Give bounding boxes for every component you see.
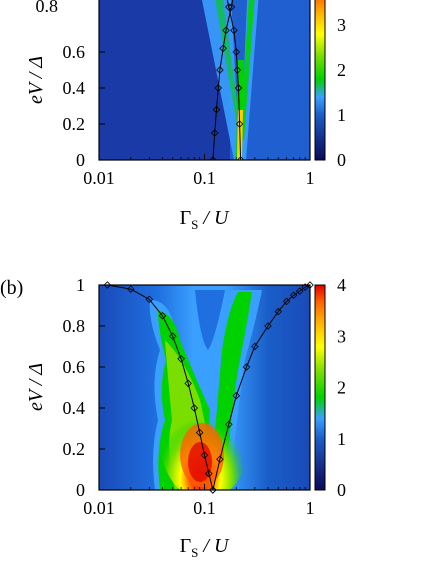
panel-a-series-group xyxy=(209,0,245,160)
data-point xyxy=(227,3,236,11)
data-point xyxy=(234,84,243,92)
colorbar-tick-label: 0 xyxy=(337,480,346,500)
panel-a-ytick-partial: 0.8 xyxy=(36,0,59,16)
data-point xyxy=(168,332,177,341)
data-point xyxy=(230,26,238,35)
data-point xyxy=(232,391,241,400)
colorbar-tick-label: 4 xyxy=(337,275,346,295)
data-point xyxy=(158,311,167,320)
data-point xyxy=(225,3,233,11)
data-point xyxy=(235,120,244,128)
data-point xyxy=(214,84,223,92)
y-tick-label: 0 xyxy=(76,480,85,500)
panel-a-y-ticks: 0 0.2 0.4 0.6 xyxy=(63,42,105,170)
x-tick-label: 0.01 xyxy=(83,498,115,518)
series-line xyxy=(226,0,242,160)
panel-b-y-ticks: 0 0.2 0.4 0.6 0.8 1 xyxy=(63,275,105,500)
data-point xyxy=(242,363,251,371)
y-tick-label: 0.8 xyxy=(63,316,86,336)
y-tick-label: 0.6 xyxy=(63,357,86,377)
data-point xyxy=(200,451,209,459)
colorbar-tick-label: 2 xyxy=(337,378,346,398)
y-tick-label: 0.2 xyxy=(63,439,86,459)
data-point xyxy=(216,66,224,74)
panel-a-ylabel: eV / Δ xyxy=(25,56,47,104)
colorbar-tick-label: 0 xyxy=(337,150,346,170)
x-tick-label: 0.1 xyxy=(193,168,216,188)
data-point xyxy=(274,307,283,316)
panel-b: (b) 0 0.2 0.4 0.6 0.8 1 0.01 0.1 1 0 1 2 3 4 eV / Δ xyxy=(0,275,346,560)
data-point xyxy=(209,486,217,494)
panel-a: 0 0.2 0.4 0.6 0.01 0.1 1 0 1 2 3 eV / Δ ΓS / U 0… xyxy=(25,0,346,232)
data-point xyxy=(289,291,298,300)
y-tick-label: 0 xyxy=(76,150,85,170)
x-tick-label: 0.01 xyxy=(83,168,115,188)
colorbar-tick-label: 3 xyxy=(337,326,346,346)
panel-b-label: (b) xyxy=(0,277,23,299)
colorbar-tick-label: 3 xyxy=(337,15,346,35)
panel-b-heatmap xyxy=(99,285,310,490)
data-point xyxy=(264,322,272,330)
panel-a-colorbar-frame xyxy=(314,0,326,161)
data-point xyxy=(126,285,135,293)
panel-b-colorbar-frame xyxy=(314,284,326,491)
data-point xyxy=(210,129,219,137)
data-point xyxy=(232,48,241,56)
data-point xyxy=(190,404,199,412)
panel-a-colorbar-ticks: 0 1 2 3 xyxy=(337,15,346,170)
y-tick-label: 0.4 xyxy=(63,398,86,418)
data-point xyxy=(233,66,242,74)
series-line xyxy=(107,284,214,491)
data-point xyxy=(236,156,245,160)
data-point xyxy=(282,297,291,306)
panel-a-colorbar xyxy=(315,0,325,160)
panel-b-colorbar xyxy=(315,285,325,490)
data-point xyxy=(184,379,192,388)
y-tick-label: 1 xyxy=(76,275,85,295)
colorbar-tick-label: 1 xyxy=(337,429,346,449)
y-tick-label: 0.4 xyxy=(63,78,86,98)
data-point xyxy=(222,26,230,35)
panel-b-colorbar-ticks: 0 1 2 3 4 xyxy=(337,275,346,500)
x-tick-label: 1 xyxy=(306,168,315,188)
data-point xyxy=(296,287,304,295)
x-tick-label: 1 xyxy=(306,498,315,518)
series-line xyxy=(212,284,311,491)
data-point xyxy=(225,420,233,429)
y-tick-label: 0.2 xyxy=(63,114,86,134)
data-point xyxy=(212,105,221,114)
data-point xyxy=(216,455,224,464)
data-point xyxy=(195,428,204,437)
data-point xyxy=(205,469,213,478)
panel-a-x-ticks: 0.01 0.1 1 xyxy=(83,154,315,188)
colorbar-tick-label: 1 xyxy=(337,105,346,125)
data-point xyxy=(219,44,227,53)
data-point xyxy=(209,156,217,160)
panel-a-heatmap xyxy=(99,0,310,160)
data-point xyxy=(145,295,154,304)
x-tick-label: 0.1 xyxy=(193,498,216,518)
panel-b-x-ticks: 0.01 0.1 1 xyxy=(83,484,315,518)
panel-b-ylabel: eV / Δ xyxy=(25,363,47,411)
data-point xyxy=(177,355,185,363)
colorbar-tick-label: 2 xyxy=(337,60,346,80)
panel-a-xlabel: ΓS / U xyxy=(180,207,230,232)
data-point xyxy=(103,281,112,289)
y-tick-label: 0.6 xyxy=(63,42,86,62)
data-point xyxy=(306,281,314,289)
panel-b-xlabel: ΓS / U xyxy=(180,535,230,560)
panel-b-series-group xyxy=(103,281,314,494)
series-line xyxy=(212,0,234,160)
data-point xyxy=(251,342,259,351)
